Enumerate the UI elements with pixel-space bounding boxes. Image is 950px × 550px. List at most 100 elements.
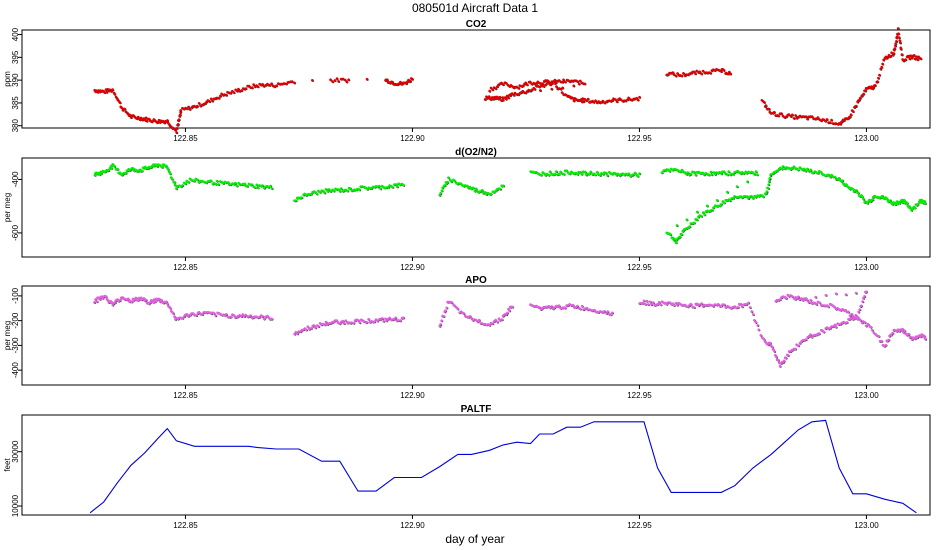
y-axis-label: per meg [3, 321, 12, 350]
data-point [343, 78, 347, 82]
data-point [825, 118, 829, 121]
data-point [240, 89, 243, 92]
data-point [898, 39, 902, 42]
data-point [113, 92, 116, 96]
data-point [705, 204, 709, 208]
data-point [173, 180, 176, 184]
data-point [544, 83, 547, 86]
data-point [315, 192, 319, 196]
data-points [93, 290, 928, 368]
data-point [692, 306, 696, 309]
data-point [657, 300, 661, 304]
data-point [250, 86, 254, 89]
data-point [229, 91, 232, 95]
data-point [477, 318, 481, 322]
data-point [806, 117, 809, 121]
data-point [269, 184, 272, 188]
data-point [763, 101, 766, 104]
data-point [335, 319, 339, 322]
data-point [201, 313, 204, 316]
data-point [480, 322, 484, 325]
data-point [902, 198, 906, 202]
data-point [924, 337, 927, 341]
data-point [572, 99, 576, 103]
data-point [553, 172, 556, 176]
data-point [324, 188, 328, 191]
data-point [456, 307, 460, 311]
data-point [751, 196, 755, 200]
data-point [255, 183, 258, 187]
data-point [487, 95, 491, 98]
x-axis-label: day of year [445, 532, 504, 546]
data-point [324, 320, 328, 324]
data-point [106, 298, 109, 302]
data-point [897, 36, 901, 39]
y-tick-label: -400 [11, 171, 20, 188]
data-point [757, 328, 760, 332]
data-point [604, 171, 608, 175]
data-point [409, 79, 412, 83]
data-point [818, 301, 821, 305]
data-point [327, 188, 331, 191]
data-point [606, 310, 609, 313]
data-point [577, 170, 580, 174]
data-point [907, 332, 910, 336]
data-point [282, 82, 286, 85]
data-point [909, 54, 912, 57]
data-point [720, 202, 723, 206]
data-point [246, 184, 249, 188]
data-point [329, 78, 332, 81]
data-point [792, 117, 796, 120]
data-point [916, 58, 919, 61]
data-point [270, 82, 273, 85]
data-point [790, 166, 794, 170]
data-point [250, 183, 254, 186]
panel-title: CO2 [466, 19, 487, 30]
data-point [261, 184, 264, 187]
data-point [582, 100, 585, 103]
data-point [878, 73, 881, 77]
data-point [338, 189, 342, 193]
data-point [871, 198, 874, 201]
data-point [362, 320, 366, 323]
data-point [616, 172, 620, 176]
data-point [447, 176, 450, 179]
data-point [453, 179, 457, 183]
data-point [184, 182, 187, 185]
data-point [285, 82, 288, 86]
data-point [148, 301, 152, 304]
data-point [314, 326, 317, 330]
data-point [785, 296, 788, 300]
data-point [804, 338, 808, 341]
data-point [698, 303, 701, 306]
y-tick-label: 395 [11, 50, 20, 64]
data-point [767, 183, 770, 186]
data-point [712, 206, 715, 209]
data-point [224, 181, 228, 184]
data-point [644, 302, 647, 306]
data-point [442, 315, 446, 318]
y-axis-label: ppm [3, 71, 12, 87]
data-point [865, 290, 868, 294]
data-point [751, 171, 754, 174]
data-point [819, 170, 823, 174]
panel-title: d(O2/N2) [455, 147, 497, 158]
data-point [196, 178, 199, 182]
data-point [580, 172, 584, 176]
data-point [794, 347, 797, 351]
data-point [470, 317, 473, 320]
data-point [719, 70, 723, 73]
data-point [444, 309, 447, 313]
data-point [577, 82, 581, 86]
data-point [689, 302, 693, 306]
data-point [762, 338, 766, 341]
data-point [834, 325, 838, 329]
data-point [872, 331, 876, 335]
data-point [633, 171, 637, 175]
data-point [876, 80, 879, 83]
data-point [801, 298, 805, 302]
data-point [305, 194, 308, 197]
data-point [232, 91, 236, 94]
data-point [669, 233, 672, 236]
